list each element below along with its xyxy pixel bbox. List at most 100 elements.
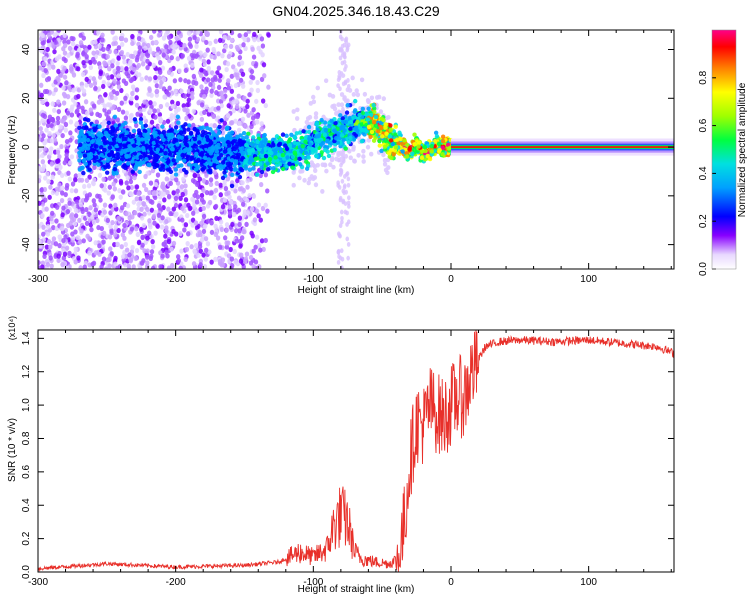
- spectrogram-speckle: [173, 88, 178, 94]
- spectrogram-speckle: [125, 203, 131, 209]
- spectrogram-speckle: [176, 106, 181, 112]
- spectrogram-speckle: [226, 85, 232, 91]
- spectrogram-speckle: [148, 108, 153, 114]
- spectrogram-speckle: [222, 235, 228, 241]
- spectrogram-speckle: [156, 203, 162, 209]
- spectrogram-speckle: [137, 72, 142, 78]
- spectrogram-ridge-cell: [292, 135, 298, 140]
- spectrogram-speckle: [106, 81, 111, 87]
- spectrogram-speckle: [183, 183, 188, 189]
- spectrogram-speckle: [103, 61, 108, 67]
- spectrogram-speckle: [255, 87, 261, 94]
- spectrogram-speckle: [53, 39, 58, 45]
- spectrogram-speckle: [336, 249, 341, 255]
- spectrogram-speckle: [139, 226, 144, 232]
- spectrogram-speckle: [206, 111, 212, 117]
- spectrogram-speckle: [204, 104, 209, 110]
- spectrogram-speckle: [165, 30, 170, 35]
- spectrogram-speckle: [60, 212, 65, 218]
- spectrogram-speckle: [199, 67, 204, 73]
- spectrogram-speckle: [79, 81, 85, 87]
- spectrogram-speckle: [38, 91, 41, 97]
- spectrogram-speckle: [365, 144, 371, 150]
- spectrogram-speckle: [206, 65, 211, 72]
- spectrogram-speckle: [245, 37, 251, 43]
- spectrogram-speckle: [257, 242, 262, 249]
- spectrogram-speckle: [346, 219, 351, 225]
- spectrogram-speckle: [204, 86, 209, 92]
- spectrogram-speckle: [232, 248, 237, 255]
- spectrogram-speckle: [116, 227, 121, 234]
- spectrogram-speckle: [169, 246, 174, 252]
- spectrogram-ridge-cell: [397, 130, 402, 135]
- spectrogram-speckle: [55, 120, 61, 126]
- spectrogram-speckle: [246, 112, 251, 118]
- spectrogram-ridge-cell: [280, 132, 286, 137]
- spectrogram-ridge-cell: [391, 152, 396, 157]
- spectrogram-ridge-cell: [338, 113, 343, 118]
- spectrogram-speckle: [103, 92, 108, 98]
- spectrogram-speckle: [203, 236, 209, 242]
- spectrogram-speckle: [84, 206, 89, 213]
- spectrogram-speckle: [82, 264, 88, 269]
- spectrogram-speckle: [116, 65, 121, 72]
- spectrogram-speckle: [152, 186, 157, 192]
- spectrogram-speckle: [189, 244, 194, 250]
- spectrogram-speckle: [237, 215, 243, 221]
- spectrogram-speckle: [100, 122, 106, 129]
- spectrogram-speckle: [91, 198, 97, 204]
- spectrogram-speckle: [123, 241, 128, 248]
- spectrogram-speckle: [340, 60, 345, 66]
- spectrogram-speckle: [78, 32, 83, 38]
- spectrogram-speckle: [206, 218, 211, 224]
- spectrogram-speckle: [91, 219, 97, 225]
- spectrogram-speckle: [113, 95, 118, 101]
- spectrogram-speckle: [224, 222, 230, 228]
- spectrogram-speckle: [56, 30, 62, 33]
- spectrogram-speckle: [240, 83, 246, 89]
- spectrogram-speckle: [166, 91, 171, 97]
- spectrogram-speckle: [110, 206, 115, 213]
- spectrogram-speckle: [78, 202, 84, 208]
- spectrogram-speckle: [149, 119, 155, 125]
- spectrogram-speckle: [186, 79, 191, 85]
- spectrogram-speckle: [124, 211, 129, 217]
- spectrogram-speckle: [149, 249, 155, 255]
- spectrogram-speckle: [339, 156, 344, 162]
- spectrogram-speckle: [42, 146, 47, 152]
- spectrogram-speckle: [182, 42, 187, 49]
- spectrogram-speckle: [93, 207, 99, 213]
- spectrogram-ridge-cell: [138, 116, 144, 122]
- spectrogram-speckle: [226, 253, 232, 259]
- spectrogram-speckle: [119, 49, 125, 56]
- spectrogram-speckle: [45, 231, 51, 237]
- spectrogram-speckle: [59, 72, 64, 78]
- spectrogram-speckle: [136, 240, 142, 246]
- spectrogram-speckle: [208, 177, 214, 183]
- spectrogram-speckle: [295, 107, 300, 113]
- spectrogram-speckle: [84, 54, 89, 60]
- spectrogram-speckle: [91, 181, 96, 187]
- spectrogram-speckle: [137, 200, 143, 206]
- spectrogram-speckle: [107, 263, 112, 269]
- spectrogram-speckle: [216, 51, 221, 57]
- spectrogram-speckle: [140, 242, 145, 248]
- spectrogram-speckle: [328, 162, 333, 168]
- spectrogram-speckle: [263, 172, 269, 178]
- spectrogram-speckle: [157, 30, 162, 33]
- spectrogram-speckle: [340, 219, 344, 225]
- spectrogram-speckle: [241, 42, 246, 48]
- spectrogram-speckle: [218, 30, 224, 35]
- spectrogram-speckle: [145, 206, 150, 212]
- spectrogram-speckle: [50, 210, 55, 216]
- spectrogram-speckle: [160, 215, 165, 221]
- spectrogram-speckle: [161, 52, 166, 58]
- spectrogram-speckle: [263, 102, 268, 109]
- spectrogram-speckle: [69, 68, 74, 74]
- spectrogram-speckle: [135, 111, 140, 117]
- spectrogram-ridge-cell: [265, 167, 271, 172]
- spectrogram-speckle: [341, 199, 345, 205]
- spectrogram-speckle: [139, 215, 145, 221]
- spectrogram-speckle: [186, 55, 192, 61]
- spectrogram-speckle: [332, 106, 338, 112]
